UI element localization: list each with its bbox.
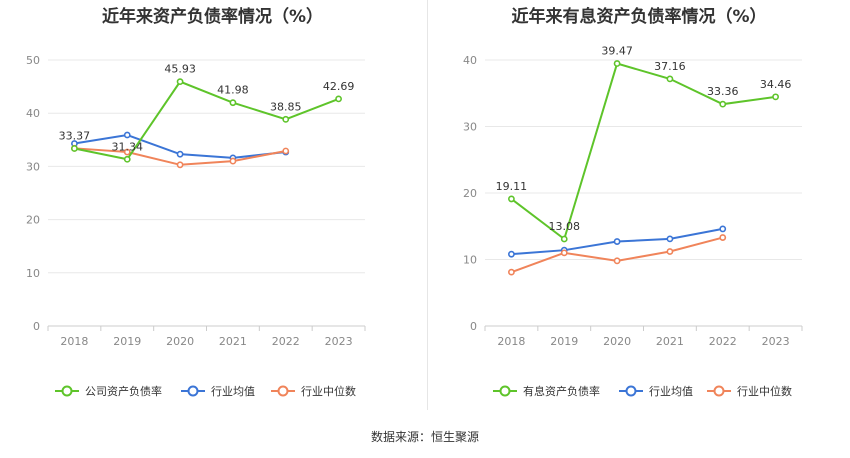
- data-label: 38.85: [270, 100, 302, 113]
- x-tick-label: 2019: [550, 335, 578, 348]
- x-tick-label: 2018: [497, 335, 525, 348]
- interest-debt-ratio-chart: 0 10 20 30 40 2018 2019 2020 2021 2022 2023 19.11 13…: [463, 45, 803, 398]
- debt-ratio-chart-panel: 近年来资产负债率情况（%） 0 10 20 30 40 50 2018 2019 2020 202…: [0, 0, 425, 410]
- interest-debt-ratio-chart-panel: 近年来有息资产负债率情况（%） 0 10 20 30 40 2018 2019 2020 202…: [428, 0, 850, 410]
- data-point: [176, 161, 184, 169]
- data-point: [335, 95, 342, 103]
- data-label: 34.46: [760, 78, 792, 91]
- x-tick-label: 2020: [166, 335, 194, 348]
- data-point: [508, 250, 515, 258]
- series-line: [74, 80, 339, 161]
- y-tick-label: 10: [26, 267, 40, 280]
- data-point: [71, 145, 78, 152]
- data-point: [719, 100, 727, 108]
- data-point: [613, 60, 621, 67]
- data-point: [282, 147, 290, 155]
- x-tick-label: 2023: [762, 335, 790, 348]
- data-point: [176, 150, 184, 158]
- y-tick-label: 10: [463, 254, 477, 267]
- y-tick-label: 30: [26, 160, 40, 173]
- y-tick-label: 30: [463, 121, 477, 134]
- series-line: [510, 62, 776, 241]
- x-tick-label: 2023: [325, 335, 353, 348]
- legend-marker: [713, 385, 725, 397]
- legend-marker: [625, 385, 637, 397]
- legend-label: 行业中位数: [737, 384, 792, 398]
- legend-label: 行业均值: [211, 385, 255, 398]
- data-label: 37.16: [654, 60, 686, 73]
- data-label: 45.93: [164, 63, 196, 76]
- data-label: 19.11: [496, 180, 528, 193]
- data-source-label: 数据来源：恒生聚源: [370, 430, 479, 444]
- data-label: 33.37: [59, 129, 91, 142]
- y-tick-label: 50: [26, 54, 40, 67]
- legend-label: 有息资产负债率: [523, 384, 600, 398]
- data-point: [613, 238, 621, 245]
- legend-label: 行业中位数: [301, 384, 356, 398]
- chart-title: 近年来有息资产负债率情况（%）: [511, 7, 767, 27]
- debt-ratio-chart: 0 10 20 30 40 50 2018 2019 2020 2021 2022 2023 33.37…: [26, 54, 366, 398]
- data-label: 13.08: [549, 220, 581, 233]
- x-tick-label: 2022: [272, 335, 300, 348]
- data-point: [613, 257, 621, 265]
- legend-label: 行业均值: [649, 385, 693, 398]
- y-tick-label: 20: [26, 214, 40, 227]
- legend-label: 公司资产负债率: [85, 384, 162, 398]
- data-point: [123, 155, 131, 163]
- data-point: [508, 195, 515, 203]
- data-point: [666, 75, 674, 83]
- data-label: 39.47: [601, 45, 633, 58]
- data-point: [666, 248, 674, 255]
- panel-divider: [427, 0, 428, 410]
- legend-marker: [61, 385, 73, 397]
- x-tick-label: 2018: [60, 335, 88, 348]
- legend-marker: [187, 385, 199, 397]
- data-point: [772, 93, 779, 101]
- x-tick-label: 2020: [603, 335, 631, 348]
- y-tick-label: 0: [33, 320, 40, 333]
- data-point: [229, 157, 237, 165]
- y-tick-label: 0: [470, 320, 477, 333]
- data-point: [282, 115, 290, 123]
- chart-title: 近年来资产负债率情况（%）: [101, 7, 324, 27]
- data-point: [123, 131, 131, 139]
- x-tick-label: 2022: [709, 335, 737, 348]
- legend-marker: [277, 385, 289, 397]
- data-point: [176, 78, 184, 86]
- x-tick-label: 2021: [219, 335, 247, 348]
- data-point: [508, 268, 515, 276]
- y-tick-label: 40: [463, 54, 477, 67]
- data-point: [719, 234, 727, 241]
- data-point: [229, 99, 237, 107]
- data-point: [666, 235, 674, 243]
- data-point: [123, 148, 131, 156]
- data-point: [560, 235, 568, 243]
- data-label: 31.34: [112, 140, 144, 153]
- y-tick-label: 20: [463, 187, 477, 200]
- data-label: 33.36: [707, 85, 739, 98]
- data-label: 42.69: [323, 80, 355, 93]
- y-tick-label: 40: [26, 107, 40, 120]
- data-point: [719, 225, 727, 233]
- data-label: 41.98: [217, 84, 249, 97]
- data-point: [560, 249, 568, 257]
- x-tick-label: 2019: [113, 335, 141, 348]
- legend-marker: [499, 385, 511, 397]
- x-tick-label: 2021: [656, 335, 684, 348]
